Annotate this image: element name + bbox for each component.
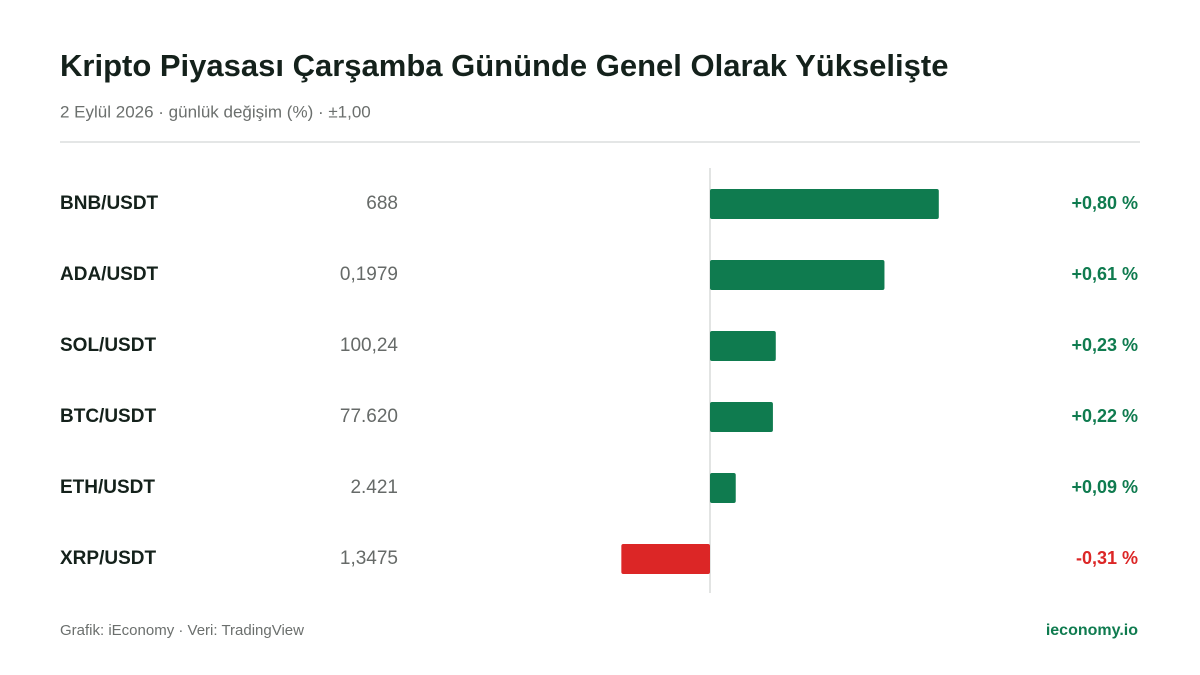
- value-label: -0,31 %: [1076, 548, 1138, 568]
- bar: [710, 260, 885, 290]
- pair-label: BNB/USDT: [60, 193, 159, 214]
- value-label: +0,61 %: [1071, 264, 1138, 284]
- bar: [710, 189, 939, 219]
- chart-title: Kripto Piyasası Çarşamba Gününde Genel O…: [60, 48, 948, 83]
- pair-label: ADA/USDT: [60, 264, 159, 285]
- pair-label: SOL/USDT: [60, 335, 156, 356]
- price-label: 688: [366, 193, 398, 214]
- price-label: 2.421: [350, 477, 398, 498]
- price-label: 1,3475: [340, 548, 398, 569]
- footer-source: Grafik: iEconomy · Veri: TradingView: [60, 622, 304, 639]
- bar: [621, 544, 710, 574]
- value-label: +0,22 %: [1071, 406, 1138, 426]
- bar: [710, 473, 736, 503]
- bar: [710, 402, 773, 432]
- pair-label: ETH/USDT: [60, 477, 155, 498]
- price-label: 77.620: [340, 406, 398, 427]
- value-label: +0,23 %: [1071, 335, 1138, 355]
- pair-label: XRP/USDT: [60, 548, 156, 569]
- footer-site: ieconomy.io: [1046, 622, 1138, 639]
- bar: [710, 331, 776, 361]
- value-label: +0,80 %: [1071, 193, 1138, 213]
- price-label: 0,1979: [340, 264, 398, 285]
- value-label: +0,09 %: [1071, 477, 1138, 497]
- pair-label: BTC/USDT: [60, 406, 156, 427]
- price-label: 100,24: [340, 335, 399, 356]
- chart-subtitle: 2 Eylül 2026 · günlük değişim (%) · ±1,0…: [60, 102, 371, 121]
